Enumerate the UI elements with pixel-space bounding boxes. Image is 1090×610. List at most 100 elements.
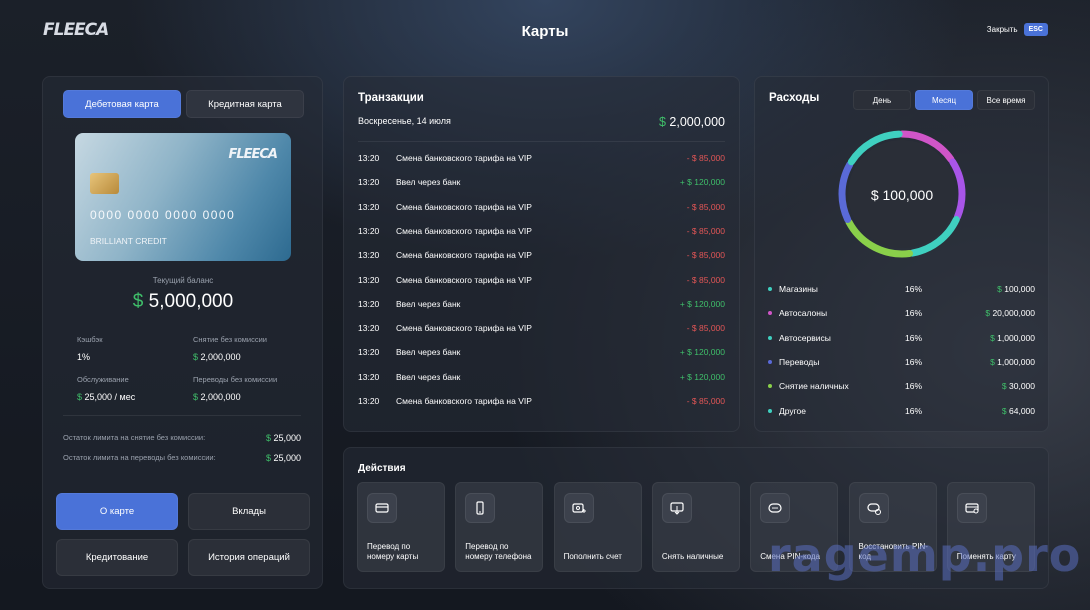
donut-total: $ 100,000 [870,187,934,203]
history-button[interactable]: История операций [188,539,310,576]
deposit-icon [563,493,594,523]
expense-category: Переводы [779,356,820,367]
expense-amount: $ 1,000,000 [990,356,1035,367]
action-label: Перевод по номеру телефона [465,542,532,561]
transaction-amount: - $ 85,000 [686,250,725,261]
card-number: 0000 0000 0000 0000 [90,208,236,222]
expense-percent: 16% [905,405,923,416]
transaction-time: 13:20 [358,396,380,406]
limit-value: $ 25,000 [265,433,301,443]
tab-all-time[interactable]: Все время [977,90,1035,110]
transaction-description: Смена банковского тарифа на VIP [396,201,532,212]
donut-segment [838,130,966,258]
tab-day[interactable]: День [853,90,911,110]
expense-row: Магазины 16% $ 100,000 [768,282,1035,296]
limit-value: $ 25,000 [265,453,301,463]
legend-dot [768,335,772,340]
transaction-row: 13:20 Смена банковского тарифа на VIP - … [358,151,725,165]
limit-transfer: Остаток лимита на переводы без комиссии:… [63,453,301,463]
transactions-title: Транзакции [358,92,424,104]
transaction-amount: - $ 85,000 [686,274,725,285]
transaction-description: Смена банковского тарифа на VIP [396,323,532,334]
balance-value: $ 5,000,000 [43,291,323,313]
transaction-description: Смена банковского тарифа на VIP [396,153,532,163]
action-label: Поменять карту [956,552,1016,561]
action-change-card[interactable]: Поменять карту [946,482,1035,572]
expense-amount: $ 20,000,000 [985,308,1035,319]
donut-segment [838,130,966,258]
phone-icon [465,493,496,523]
tab-debit-card[interactable]: Дебетовая карта [63,90,181,118]
about-card-button[interactable]: О карте [56,493,178,530]
transaction-row: 13:20 Смена банковского тарифа на VIP - … [358,321,725,335]
close-control[interactable]: Закрыть ESC [987,23,1048,36]
transaction-time: 13:20 [358,298,380,309]
balance-amount: 5,000,000 [148,291,234,312]
expense-category: Магазины [779,284,818,294]
chip-icon [90,173,119,194]
transaction-amount: - $ 85,000 [686,153,725,163]
period-tabs: День Месяц Все время [853,90,1035,110]
transactions-date: Воскресенье, 14 июля [358,116,451,126]
info-service: Обслуживание $ 25,000 / мес [77,375,135,402]
restore-pin-icon [858,493,889,523]
action-label: Перевод по номеру карты [367,542,419,561]
divider [358,141,725,142]
tab-credit-card[interactable]: Кредитная карта [186,90,304,118]
expense-amount: $ 30,000 [1001,381,1035,392]
expense-amount: $ 100,000 [997,284,1035,294]
transaction-amount: + $ 120,000 [679,371,725,382]
transaction-time: 13:20 [358,225,380,236]
action-deposit[interactable]: Пополнить счет [553,482,642,572]
transaction-time: 13:20 [358,153,380,163]
info-label: Кэшбэк [77,335,103,344]
info-cashback: Кэшбэк 1% [77,335,103,362]
transaction-row: 13:20 Смена банковского тарифа на VIP - … [358,224,725,238]
action-card[interactable]: Перевод по номеру карты [357,482,445,572]
balance-label: Текущий баланс [152,276,214,285]
legend-dot [768,287,772,291]
expense-amount: $ 64,000 [1001,405,1035,416]
action-restore-pin[interactable]: Восстановить PIN-код [848,482,937,572]
expense-category: Другое [779,405,807,416]
action-label: Пополнить счет [563,552,622,561]
expense-row: Автосервисы 16% $ 1,000,000 [768,331,1035,345]
info-label: Обслуживание [77,375,129,384]
currency-sign: $ [132,291,144,312]
info-withdraw-free: Снятие без комиссии $ 2,000,000 [193,335,267,362]
esc-key-button[interactable]: ESC [1023,23,1048,36]
transaction-time: 13:20 [358,274,380,285]
actions-title: Действия [358,463,406,474]
expense-category: Автосервисы [779,332,831,343]
info-value: $ 2,000,000 [193,392,241,402]
credit-button[interactable]: Кредитование [56,539,178,576]
tab-month[interactable]: Месяц [915,90,973,110]
transaction-amount: - $ 85,000 [686,225,725,236]
info-value: $ 25,000 / мес [77,392,136,402]
action-phone[interactable]: Перевод по номеру телефона [455,482,544,572]
donut-segment [838,130,966,258]
legend-dot [768,311,772,316]
transaction-time: 13:20 [358,177,380,188]
deposits-button[interactable]: Вклады [188,493,310,530]
page-title: Карты [521,23,569,40]
transaction-description: Ввел через банк [396,371,461,382]
expenses-donut-chart [838,130,966,258]
transaction-description: Ввел через банк [396,177,461,188]
transaction-amount: - $ 85,000 [686,396,725,406]
limit-label: Остаток лимита на снятие без комиссии: [63,433,206,442]
card-holder-name: BRILLIANT CREDIT [90,236,167,246]
transaction-amount: - $ 85,000 [686,323,725,334]
action-pin[interactable]: Смена PIN-кода [750,482,839,572]
info-label: Снятие без комиссии [193,335,268,344]
transaction-time: 13:20 [358,250,380,261]
transaction-time: 13:20 [358,371,380,382]
legend-dot [768,359,772,364]
close-label: Закрыть [986,25,1018,34]
expense-row: Переводы 16% $ 1,000,000 [768,355,1035,369]
expense-percent: 16% [905,332,923,343]
limit-withdraw: Остаток лимита на снятие без комиссии: $… [63,433,301,443]
transaction-amount: + $ 120,000 [679,298,725,309]
card-logo: FLEECA [228,147,278,162]
action-withdraw[interactable]: Снять наличные [651,482,740,572]
